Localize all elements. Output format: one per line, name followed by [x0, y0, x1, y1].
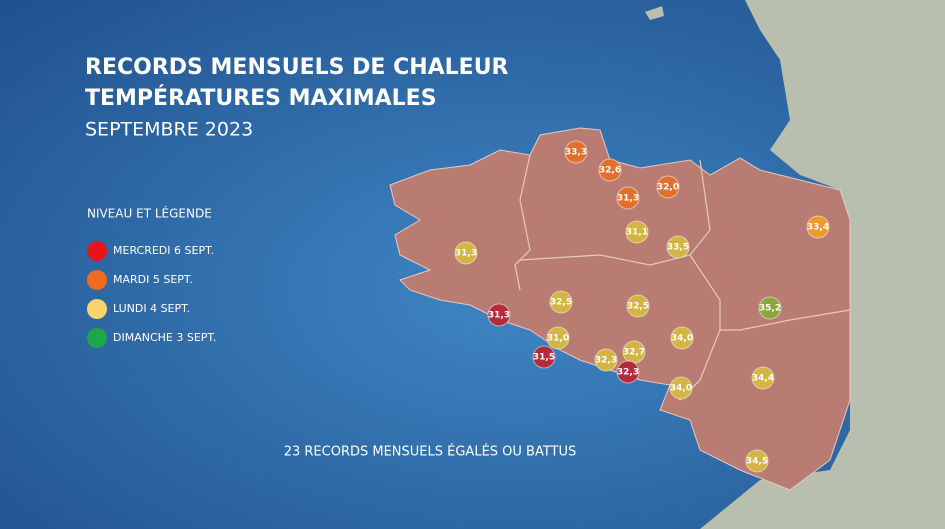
record-value: 34,5: [746, 457, 768, 467]
legend-label: LUNDI 4 SEPT.: [113, 302, 190, 315]
record-marker: [616, 360, 640, 384]
footer-note: 23 RECORDS MENSUELS ÉGALÉS OU BATTUS: [284, 444, 577, 460]
record-value: 32,3: [595, 356, 617, 366]
record-marker: [745, 449, 769, 473]
record-marker: [670, 326, 694, 350]
record-marker: [666, 235, 690, 259]
brittany-land: [389, 127, 851, 491]
jersey: [645, 6, 664, 20]
record-value: 32,6: [599, 166, 621, 176]
record-value: 32,5: [627, 302, 649, 312]
record-value: 34,0: [670, 384, 692, 394]
legend-label: MARDI 5 SEPT.: [113, 273, 193, 286]
record-marker: [625, 220, 649, 244]
record-value: 31,3: [488, 311, 510, 321]
legend-swatch: [87, 270, 107, 290]
legend-swatch: [87, 299, 107, 319]
record-value: 31,3: [617, 194, 639, 204]
record-marker: [758, 296, 782, 320]
record-value: 34,0: [671, 334, 693, 344]
record-marker: [656, 175, 680, 199]
record-value: 32,7: [623, 348, 645, 358]
record-value: 33,5: [667, 243, 689, 253]
legend-title: NIVEAU ET LÉGENDE: [87, 206, 212, 221]
record-marker: [598, 158, 622, 182]
record-value: 33,3: [565, 148, 587, 158]
record-marker: [616, 186, 640, 210]
title: RECORDS MENSUELS DE CHALEUR: [85, 55, 509, 80]
record-marker: [564, 140, 588, 164]
record-marker: [546, 326, 570, 350]
legend: MERCREDI 6 SEPT. MARDI 5 SEPT. LUNDI 4 SEP…: [87, 241, 216, 348]
record-value: 32,0: [657, 183, 679, 193]
record-value: 33,4: [807, 223, 829, 233]
record-marker: [487, 303, 511, 327]
record-marker: [806, 215, 830, 239]
record-value: 31,0: [547, 334, 569, 344]
record-value: 35,2: [759, 304, 781, 314]
record-marker: [669, 376, 693, 400]
legend-label: DIMANCHE 3 SEPT.: [113, 331, 216, 344]
normandy-land: [700, 0, 945, 529]
record-marker: [626, 294, 650, 318]
legend-swatch: [87, 328, 107, 348]
record-marker: [532, 345, 556, 369]
record-value: 31,1: [626, 228, 648, 238]
record-value: 32,3: [617, 368, 639, 378]
record-marker: [751, 366, 775, 390]
record-marker: [594, 348, 618, 372]
markers: 33,3 32,6 31,3 32,0 31,1 33,5 31,3 33,4 31,3 32,5…: [454, 140, 830, 473]
legend-label: MERCREDI 6 SEPT.: [113, 244, 214, 257]
record-value: 31,5: [533, 353, 555, 363]
record-value: 31,3: [455, 249, 477, 259]
record-marker: [549, 290, 573, 314]
record-marker: [454, 241, 478, 265]
legend-swatch: [87, 241, 107, 261]
record-value: 34,4: [752, 374, 774, 384]
title: TEMPÉRATURES MAXIMALES: [85, 85, 437, 111]
subtitle: SEPTEMBRE 2023: [85, 119, 253, 141]
record-value: 32,5: [550, 298, 572, 308]
